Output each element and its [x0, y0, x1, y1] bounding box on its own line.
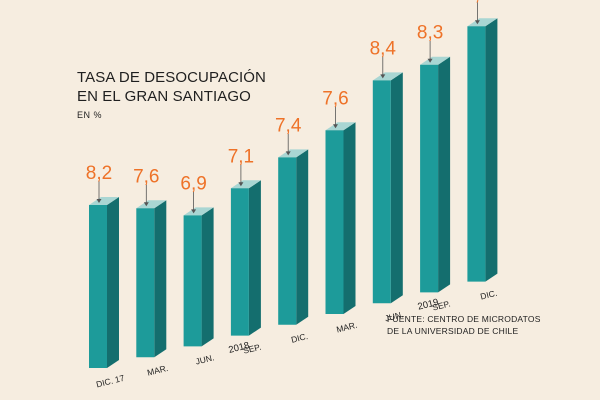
bar-side: [343, 122, 356, 314]
value-pointer-arrow: [474, 20, 480, 25]
year-label: 2018: [227, 340, 250, 356]
value-pointer-arrow: [96, 199, 102, 203]
value-pointer-arrow: [333, 124, 338, 129]
bar-side: [248, 180, 261, 336]
value-label: 6,9: [180, 173, 206, 194]
bar-side: [201, 207, 214, 347]
bar: [325, 130, 344, 314]
bar-side: [485, 18, 498, 282]
bar-side: [390, 72, 403, 304]
value-label: 8,2: [86, 163, 112, 184]
source-line-1: FUENTE: CENTRO DE MICRODATOS: [387, 314, 541, 324]
bar-group: 7,4 DIC.: [275, 115, 309, 344]
value-label: 7,6: [133, 166, 159, 187]
chart-title: TASA DE DESOCUPACIÓN EN EL GRAN SANTIAGO: [77, 68, 266, 106]
bar: [136, 208, 155, 358]
chart-title-line-2: EN EL GRAN SANTIAGO: [77, 88, 251, 105]
value-label: 7,6: [322, 88, 348, 109]
bar-group: 6,9 JUN.: [180, 173, 215, 366]
value-pointer-arrow: [238, 182, 244, 187]
bar-top: [230, 180, 261, 189]
value-label: 8,8: [464, 0, 490, 5]
value-pointer-arrow: [285, 151, 291, 156]
chart-unit: EN %: [77, 110, 103, 120]
bar-side: [107, 197, 119, 368]
category-label: DIC.: [479, 288, 498, 302]
value-label: 8,4: [370, 38, 397, 59]
bar-side: [438, 56, 451, 293]
bar-top: [136, 200, 167, 209]
bar-side: [154, 200, 167, 358]
value-label: 7,4: [275, 115, 302, 136]
value-pointer-arrow: [191, 209, 197, 214]
category-label: SEP.: [431, 298, 451, 312]
bar-top: [325, 122, 356, 131]
bar-top: [278, 149, 309, 158]
bar-top: [183, 207, 214, 216]
bar-top: [372, 72, 403, 81]
bar: [230, 188, 249, 336]
bar: [278, 157, 297, 325]
bar: [467, 26, 486, 282]
chart-source: FUENTE: CENTRO DE MICRODATOS DE LA UNIVE…: [387, 313, 541, 337]
bar-group: 8,8 DIC.: [464, 0, 498, 302]
category-label: DIC.: [290, 331, 309, 345]
bar-group: 7,6 MAR.: [133, 166, 169, 377]
bar: [183, 215, 202, 347]
bar: [372, 80, 391, 304]
category-label: JUN.: [384, 309, 405, 323]
bar-group: 7,1 SEP.: [228, 146, 263, 355]
year-label: 2019: [417, 297, 440, 313]
category-label: DIC. 17: [95, 373, 126, 390]
value-pointer-arrow: [427, 58, 433, 63]
bar-group: 7,6 MAR.: [322, 88, 358, 334]
bar-top: [420, 56, 451, 65]
category-label: MAR.: [335, 320, 358, 335]
bar: [89, 205, 107, 368]
bar-side: [296, 149, 309, 325]
bar-group: 8,2 DIC. 17: [86, 163, 126, 389]
bar-top: [89, 197, 119, 205]
bar-group: 8,4 JUN.: [370, 38, 405, 323]
category-label: MAR.: [146, 363, 169, 378]
bar: [420, 64, 439, 293]
chart-title-line-1: TASA DE DESOCUPACIÓN: [77, 69, 266, 86]
value-label: 8,3: [417, 23, 443, 44]
source-line-2: DE LA UNIVERSIDAD DE CHILE: [387, 326, 519, 336]
bar-group: 8,3 SEP.: [417, 23, 452, 313]
value-pointer-arrow: [143, 202, 149, 207]
category-label: JUN.: [194, 352, 215, 366]
value-label: 7,1: [228, 146, 254, 167]
bar-top: [467, 18, 498, 27]
category-label: SEP.: [242, 342, 262, 356]
value-pointer-arrow: [380, 74, 386, 79]
